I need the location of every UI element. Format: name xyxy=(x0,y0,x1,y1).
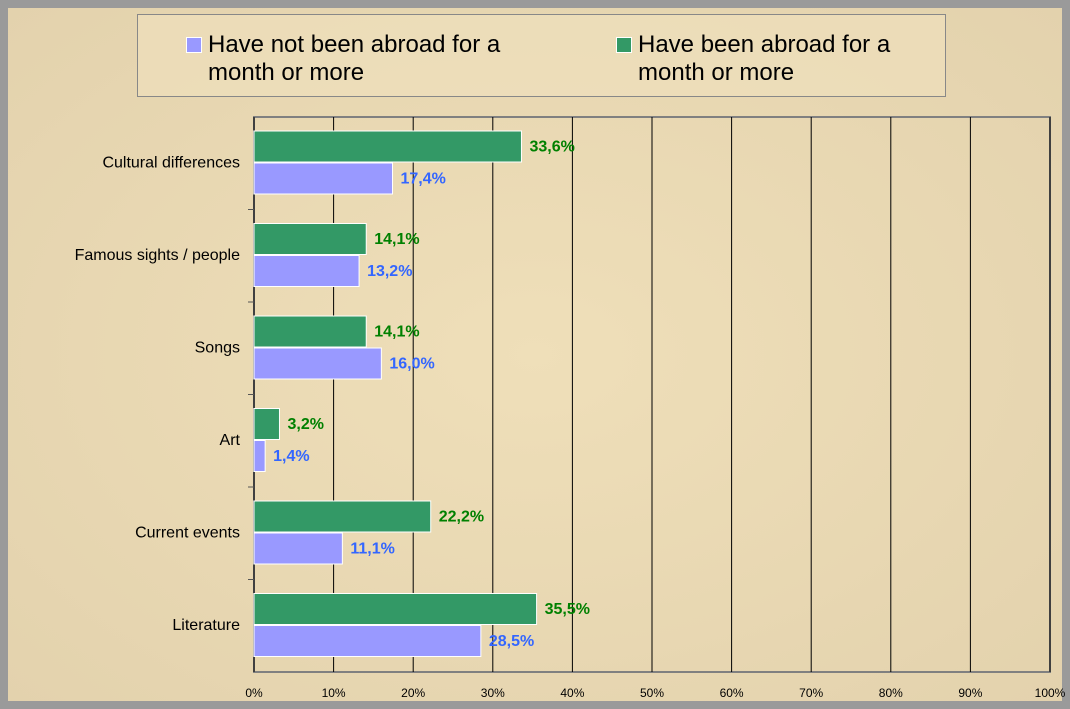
bar xyxy=(253,315,367,348)
bar xyxy=(253,625,482,657)
bar xyxy=(253,532,343,565)
bar xyxy=(253,223,367,255)
x-tick-label: 90% xyxy=(958,686,982,700)
value-label: 33,6% xyxy=(529,139,574,156)
y-tick-label: Famous sights / people xyxy=(75,247,241,264)
legend-entry: Have been abroad for a month or more xyxy=(616,31,903,87)
value-label: 17,4% xyxy=(401,171,446,188)
value-label: 14,1% xyxy=(374,231,419,248)
x-tick-label: 80% xyxy=(879,686,903,700)
value-label: 11,1% xyxy=(350,541,394,558)
x-tick-label: 60% xyxy=(720,686,744,700)
x-tick-label: 100% xyxy=(1035,686,1066,700)
value-label: 3,2% xyxy=(287,416,323,433)
legend-label: Have been abroad for a month or more xyxy=(638,31,891,86)
y-tick-label: Art xyxy=(220,432,241,449)
x-tick-label: 20% xyxy=(401,686,425,700)
value-label: 13,2% xyxy=(367,263,412,280)
x-tick-label: 30% xyxy=(481,686,505,700)
legend-label: Have not been abroad for a month or more xyxy=(208,31,501,86)
x-tick-label: 40% xyxy=(560,686,584,700)
bar xyxy=(253,593,538,625)
legend-swatch xyxy=(186,37,202,53)
value-label: 22,2% xyxy=(439,509,484,526)
legend-swatch xyxy=(616,37,632,53)
value-label: 14,1% xyxy=(374,324,419,341)
x-tick-label: 70% xyxy=(799,686,823,700)
legend-entry: Have not been abroad for a month or more xyxy=(186,31,523,87)
bar xyxy=(253,408,280,440)
legend: Have not been abroad for a month or more… xyxy=(137,14,946,97)
y-tick-label: Cultural differences xyxy=(102,154,240,171)
y-tick-label: Current events xyxy=(135,524,240,541)
value-label: 28,5% xyxy=(489,633,534,650)
bar xyxy=(253,255,360,287)
value-label: 35,5% xyxy=(545,601,590,618)
x-tick-label: 50% xyxy=(640,686,664,700)
x-tick-label: 10% xyxy=(322,686,346,700)
bar xyxy=(253,347,382,380)
value-label: 1,4% xyxy=(273,448,309,465)
y-tick-label: Songs xyxy=(195,339,240,356)
value-label: 16,0% xyxy=(389,356,434,373)
y-tick-label: Literature xyxy=(172,617,240,634)
bar xyxy=(253,130,522,163)
bar xyxy=(253,162,394,195)
bar xyxy=(253,440,266,472)
bar xyxy=(253,500,432,533)
x-tick-label: 0% xyxy=(245,686,263,700)
